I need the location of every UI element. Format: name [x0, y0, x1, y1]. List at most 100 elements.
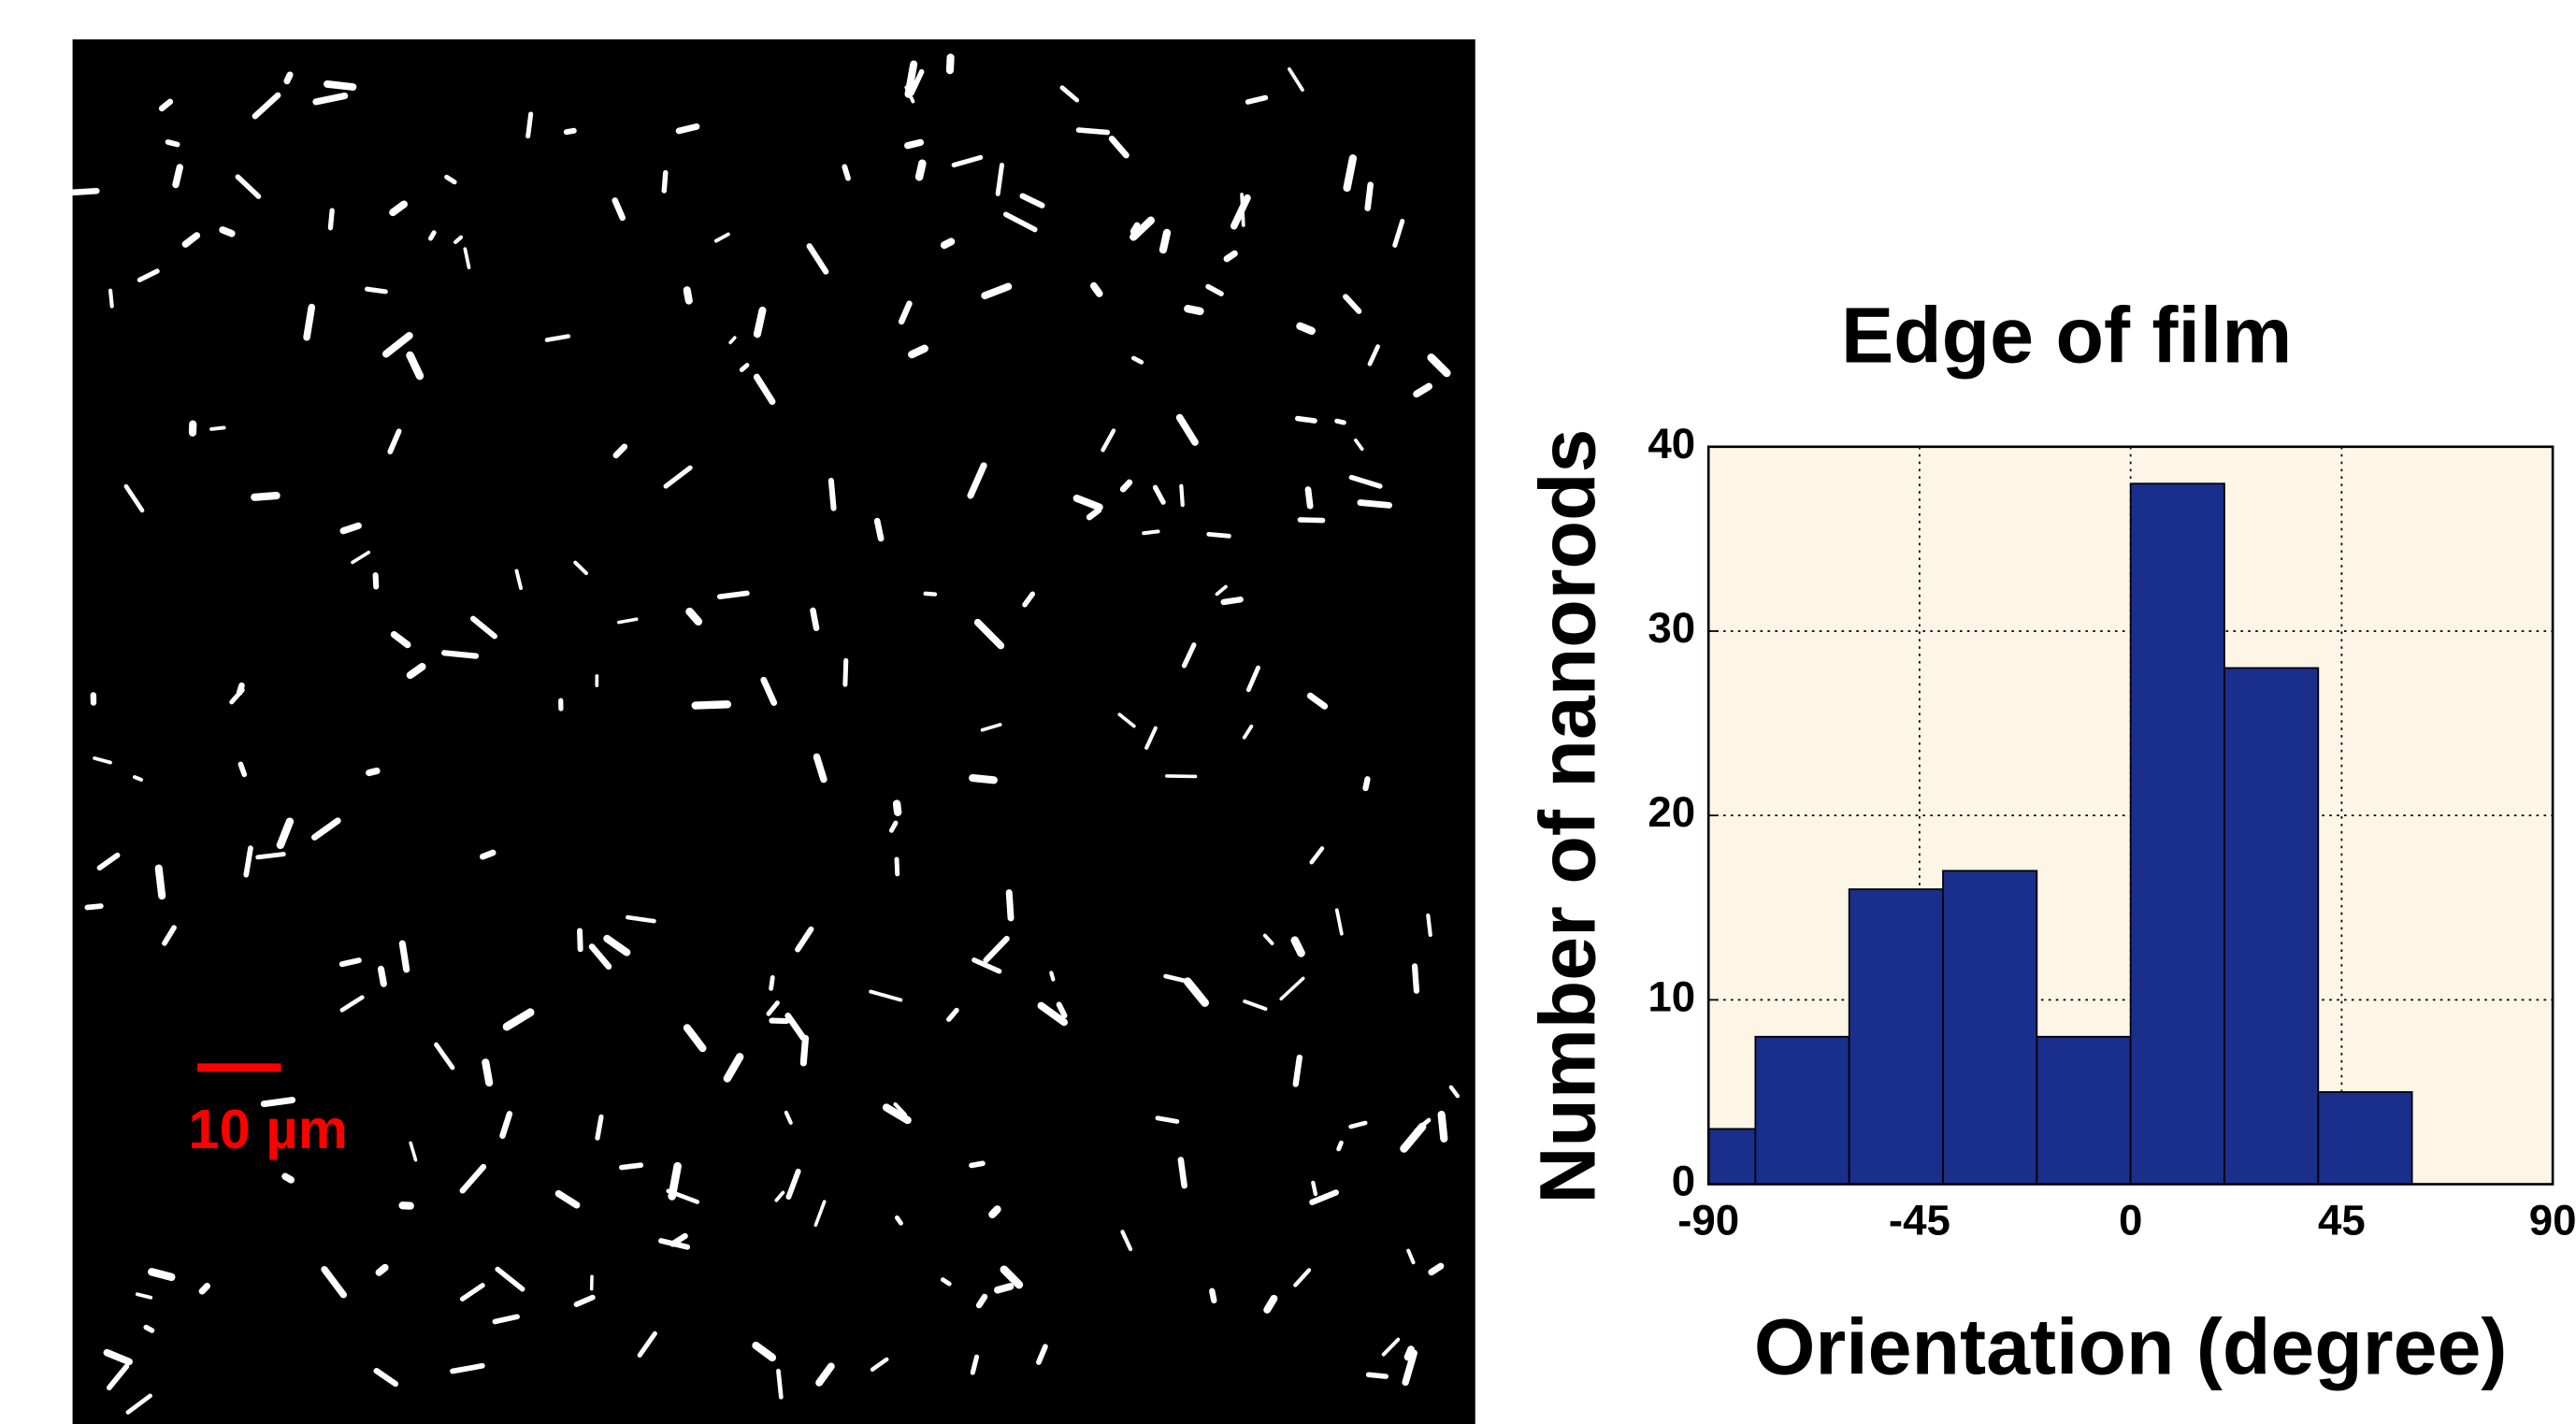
nanorod [223, 230, 232, 234]
nanorod [1365, 779, 1367, 788]
nanorod [803, 1038, 805, 1062]
nanorod [1158, 1118, 1177, 1122]
y-tick-label: 30 [1648, 604, 1695, 652]
y-axis-label: Number of nanorods [1523, 429, 1611, 1204]
nanorod [482, 853, 493, 856]
nanorod [202, 1286, 207, 1291]
nanorod [778, 1371, 781, 1397]
nanorod [1187, 309, 1200, 311]
nanorod [528, 114, 531, 137]
nanorod [431, 233, 435, 238]
histogram-bar [1708, 1129, 1755, 1184]
nanorod [87, 906, 100, 907]
nanorod [971, 1163, 983, 1165]
nanorod [567, 131, 574, 132]
histogram-bar [2224, 668, 2318, 1184]
nanorod [1369, 1374, 1387, 1376]
nanorod [159, 869, 162, 897]
nanorod [376, 575, 377, 586]
nanorod [1181, 1159, 1185, 1186]
nanorod [844, 166, 848, 178]
nanorod [1079, 130, 1108, 132]
nanorod [1339, 1143, 1342, 1149]
nanorod [771, 977, 773, 988]
nanorod [1368, 185, 1371, 209]
chart-title: Edge of film [1841, 292, 2292, 380]
nanorod [402, 943, 406, 970]
histogram-bar [2036, 1037, 2130, 1185]
nanorod [1051, 972, 1053, 979]
figure: 10 µm Edge of film Orientation (degree) … [0, 0, 2576, 1424]
x-tick-label: 45 [2318, 1197, 2366, 1244]
histogram-bar [2131, 483, 2224, 1184]
nanorod [720, 593, 747, 597]
nanorod [580, 930, 581, 949]
nanorod [211, 427, 223, 429]
nanorod [998, 1287, 1011, 1290]
nanorod [1300, 326, 1311, 331]
nanorod [1167, 776, 1196, 777]
nanorod [877, 521, 881, 539]
nanorod [696, 704, 727, 705]
nanorod [1337, 421, 1345, 423]
nanorod [897, 859, 898, 874]
micrograph-background [73, 39, 1475, 1424]
nanorod [757, 310, 763, 334]
nanorod [1300, 520, 1322, 521]
nanorod [330, 210, 332, 228]
nanorod [369, 770, 377, 772]
nanorod [897, 804, 898, 813]
nanorod [831, 481, 834, 509]
nanorod [687, 290, 689, 300]
nanorod [1442, 1115, 1445, 1139]
nanorod [110, 291, 112, 307]
nanorod [135, 777, 141, 780]
nanorod [1298, 419, 1315, 421]
nanorod [972, 778, 994, 780]
x-tick-label: 0 [2119, 1197, 2142, 1244]
nanorod [944, 241, 951, 245]
histogram-bar [2318, 1092, 2411, 1185]
nanorod [1224, 599, 1241, 602]
nanorod [1212, 1291, 1214, 1301]
nanorod [908, 142, 921, 145]
nanorod [1313, 1183, 1316, 1194]
nanorod [992, 1209, 997, 1215]
nanorod [1308, 490, 1310, 507]
nanorod [69, 191, 97, 193]
nanorod [343, 525, 358, 530]
histogram-chart: Edge of film Orientation (degree) Number… [1523, 292, 2576, 1391]
nanorod [1209, 534, 1230, 536]
nanorod [664, 173, 666, 191]
nanorod [1295, 941, 1302, 954]
nanorod [444, 653, 476, 655]
nanorod [1144, 531, 1158, 533]
nanorod [239, 685, 241, 692]
nanorod [327, 84, 353, 87]
nanorod [679, 126, 697, 131]
x-axis-label: Orientation (degree) [1754, 1303, 2508, 1391]
y-tick-label: 10 [1648, 972, 1695, 1020]
nanorod [1227, 253, 1234, 259]
nanorod [908, 65, 914, 94]
scale-bar-label: 10 µm [188, 1098, 348, 1160]
nanorod [1163, 233, 1167, 250]
nanorod [176, 167, 180, 185]
nanorod [1360, 503, 1389, 506]
y-tick-label: 20 [1648, 788, 1695, 836]
nanorod [146, 1328, 151, 1331]
nanorod [258, 855, 283, 857]
nanorod [622, 1165, 641, 1167]
nanorod [307, 308, 311, 338]
nanorod [1094, 286, 1100, 294]
nanorod [367, 289, 386, 292]
nanorod [950, 57, 951, 70]
y-tick-label: 40 [1648, 420, 1695, 467]
x-tick-label: -90 [1677, 1197, 1739, 1244]
nanorod [897, 1217, 900, 1223]
x-tick-label: 90 [2529, 1197, 2576, 1244]
histogram-bar [1849, 889, 1943, 1184]
nanorod [912, 349, 925, 354]
nanorod [1408, 1349, 1411, 1357]
nanorod [254, 496, 276, 497]
